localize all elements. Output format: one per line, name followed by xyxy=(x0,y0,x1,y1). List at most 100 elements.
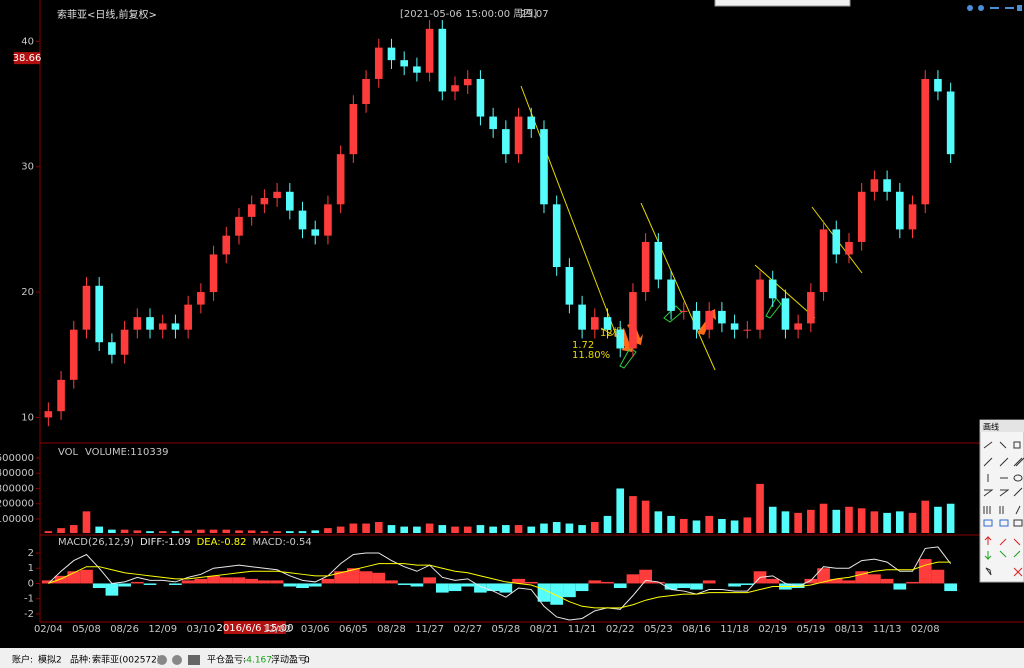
macd-bar xyxy=(397,583,411,585)
y-tick-label: 200000 xyxy=(0,499,34,510)
volume-bar xyxy=(362,523,370,533)
x-tick-label: 03/06 xyxy=(301,624,330,635)
annotation: 1.72 xyxy=(572,340,594,351)
volume-bar xyxy=(286,531,294,533)
x-tick-label: 02/22 xyxy=(606,624,635,635)
candle-body xyxy=(209,254,218,293)
x-tick-label: 11/27 xyxy=(415,624,444,635)
account[interactable]: 模拟2 xyxy=(38,654,62,666)
volume-bar xyxy=(781,511,790,533)
drawing-tools[interactable] xyxy=(983,441,1024,577)
candle-body xyxy=(679,310,688,312)
symbol[interactable]: 索菲亚(002572) xyxy=(92,654,160,666)
y-tick-label: 20 xyxy=(21,287,34,298)
volume-bar xyxy=(641,500,650,533)
plus-button[interactable] xyxy=(172,655,182,665)
volume-bar xyxy=(870,511,879,533)
candle-body xyxy=(552,204,561,268)
macd-bar xyxy=(435,583,449,593)
volume-bar xyxy=(400,526,408,533)
zoom-icons[interactable] xyxy=(967,5,1022,11)
annotation: 11.80% xyxy=(572,350,610,361)
macd-bar xyxy=(855,571,869,584)
volume-bar xyxy=(57,528,65,533)
volume-bar xyxy=(603,515,612,533)
volume-bar xyxy=(514,525,523,533)
x-tick-label: 08/26 xyxy=(110,624,139,635)
candle-body xyxy=(108,342,116,355)
macd-legend-value: -0.54 xyxy=(286,537,312,548)
candle-body xyxy=(807,292,815,324)
candle-body xyxy=(400,60,408,67)
macd-bar xyxy=(410,583,424,587)
candle-body xyxy=(641,241,650,293)
candle-body xyxy=(845,241,853,255)
macd-bar xyxy=(359,571,373,584)
macd-legend-value: -1.09 xyxy=(165,537,191,548)
float-pnl-label: 浮动盈亏: xyxy=(271,654,310,666)
volume-bar xyxy=(82,511,91,533)
candle-body xyxy=(362,78,370,105)
macd-bar xyxy=(740,583,754,585)
macd-bar xyxy=(563,583,576,598)
cursor-date: 2016/6/6 15:00 xyxy=(217,623,294,634)
macd-bar xyxy=(118,583,131,587)
macd-bar xyxy=(42,580,55,584)
y-tick-label: 0 xyxy=(28,578,34,589)
floating-toolbar[interactable] xyxy=(714,0,851,7)
x-tick-label: 08/28 xyxy=(377,624,406,635)
candle-body xyxy=(692,310,701,330)
volume-bar xyxy=(718,518,726,533)
volume-bar xyxy=(120,529,129,533)
candle-body xyxy=(438,28,447,92)
macd-bar xyxy=(347,568,360,584)
macd-bar xyxy=(829,578,843,584)
y-tick-label: 30 xyxy=(21,162,34,173)
chart-title: 索菲亚<日线,前复权> xyxy=(57,8,157,21)
y-tick-label: 300000 xyxy=(0,483,34,494)
x-tick-label: 02/08 xyxy=(911,624,940,635)
candle-body xyxy=(425,28,434,73)
volume-bar xyxy=(591,522,599,533)
macd-bar xyxy=(880,578,894,584)
macd-bar xyxy=(270,580,284,584)
candle-body xyxy=(718,310,726,324)
minus-button[interactable] xyxy=(157,655,167,665)
symbol-label: 品种: xyxy=(70,654,91,666)
volume-bar xyxy=(336,526,345,533)
candle-body xyxy=(235,216,243,236)
volume-bar xyxy=(896,511,904,533)
candle-body xyxy=(336,154,345,205)
candle-body xyxy=(273,191,281,199)
x-tick-label: 05/19 xyxy=(796,624,825,635)
volume-bar xyxy=(552,522,561,533)
candle-body xyxy=(946,91,955,155)
macd-legend-label: DEA: xyxy=(197,537,221,548)
candle-body xyxy=(832,229,841,255)
macd-bar xyxy=(385,580,398,584)
macd-bar xyxy=(639,569,652,584)
candle-body xyxy=(247,204,256,217)
candle-body xyxy=(921,78,930,205)
macd-bar xyxy=(868,574,881,584)
candle-body xyxy=(222,235,231,255)
macd-legend: MACD(26,12,9) DIFF:-1.09 DEA:-0.82 MACD:-0.… xyxy=(58,537,312,548)
volume-bar xyxy=(489,526,497,533)
macd-bar xyxy=(613,583,627,589)
macd-bar xyxy=(308,583,322,587)
volume-bar xyxy=(857,508,866,533)
volume-bar xyxy=(413,526,421,533)
macd-bar xyxy=(944,583,957,592)
candle-body xyxy=(82,285,91,330)
candle-body xyxy=(794,323,802,330)
macd-bar xyxy=(130,581,144,584)
macd-bar xyxy=(588,580,602,584)
x-tick-label: 11/13 xyxy=(873,624,902,635)
candle-body xyxy=(286,191,294,211)
settings-button[interactable] xyxy=(188,655,200,665)
candle-body xyxy=(95,285,103,343)
x-tick-label: 08/16 xyxy=(682,624,711,635)
last-price-label: 38.66 xyxy=(13,53,42,64)
